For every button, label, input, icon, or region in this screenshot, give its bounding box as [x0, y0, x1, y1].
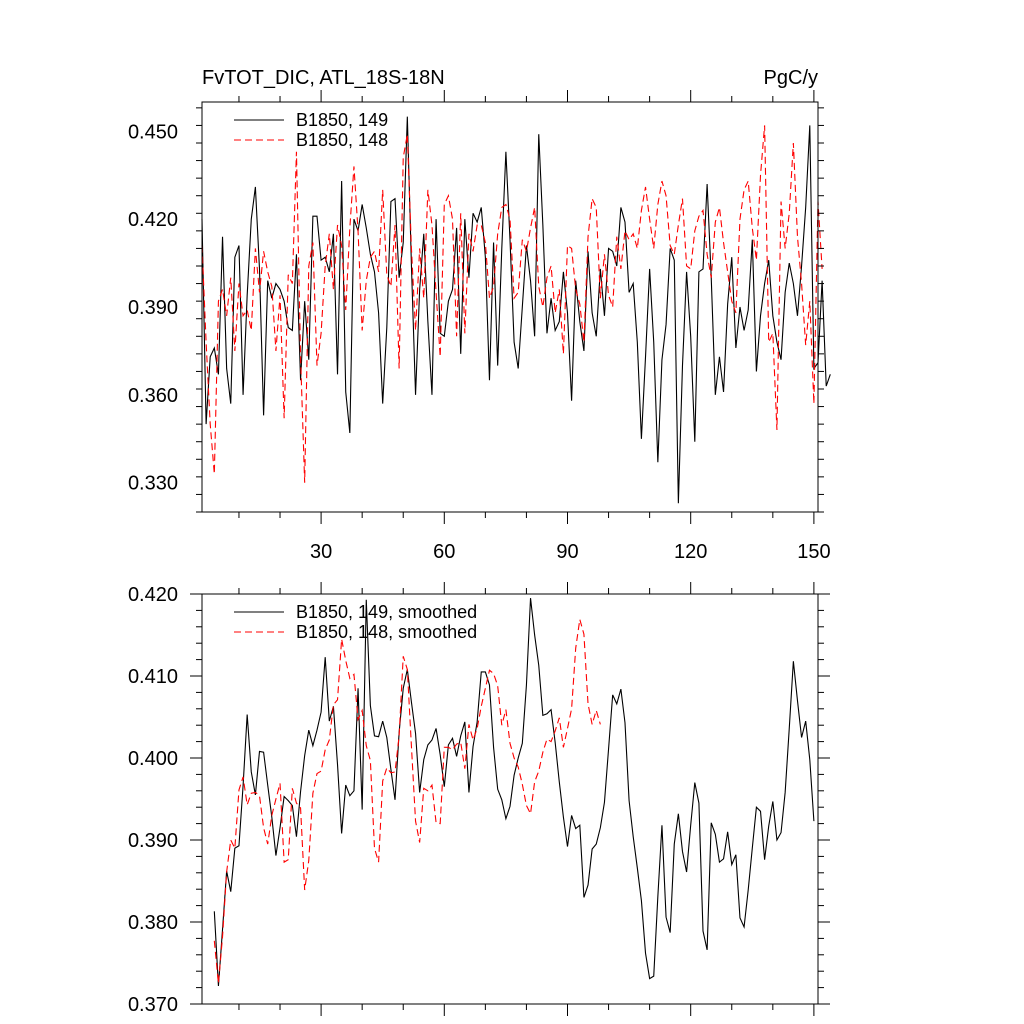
bottom-y-tick-label: 0.410 [128, 666, 178, 688]
bottom-legend-label: B1850, 148, smoothed [296, 622, 477, 642]
bottom-y-tick-label: 0.370 [128, 994, 178, 1016]
units-label: PgC/y [764, 67, 818, 89]
top-y-tick-label: 0.360 [128, 385, 178, 407]
bottom-y-tick-label: 0.420 [128, 584, 178, 606]
top-plot-frame [201, 101, 819, 513]
top-series-149-line [201, 116, 831, 504]
top-x-tick-label: 60 [433, 541, 455, 563]
top-y-tick-label: 0.450 [128, 121, 178, 143]
top-x-tick-label: 30 [310, 541, 332, 563]
bottom-y-tick-label: 0.380 [128, 912, 178, 934]
top-y-tick-label: 0.390 [128, 297, 178, 319]
top-series-148-line [201, 125, 823, 483]
top-y-tick-label: 0.420 [128, 209, 178, 231]
bottom-series-148-line [213, 619, 601, 984]
bottom-series-149-line [213, 598, 815, 986]
bottom-plot-frame [201, 593, 819, 1005]
top-legend-label: B1850, 148 [296, 130, 388, 150]
top-y-tick-label: 0.330 [128, 473, 178, 495]
plot-title: FvTOT_DIC, ATL_18S-18N [202, 67, 445, 89]
bottom-y-tick-label: 0.400 [128, 748, 178, 770]
top-x-tick-label: 90 [556, 541, 578, 563]
top-x-tick-label: 120 [674, 541, 707, 563]
bottom-panel: 0.370 0.380 0.390 0.400 0.410 0.420 B1850, 149… [128, 582, 830, 1016]
bottom-legend-label: B1850, 149, smoothed [296, 602, 477, 622]
bottom-y-tick-label: 0.390 [128, 830, 178, 852]
top-x-tick-label: 150 [797, 541, 830, 563]
top-panel: 0.330 0.360 0.390 0.420 0.450 30 60 90 120 150 B18… [128, 90, 831, 563]
top-legend-label: B1850, 149 [296, 110, 388, 130]
